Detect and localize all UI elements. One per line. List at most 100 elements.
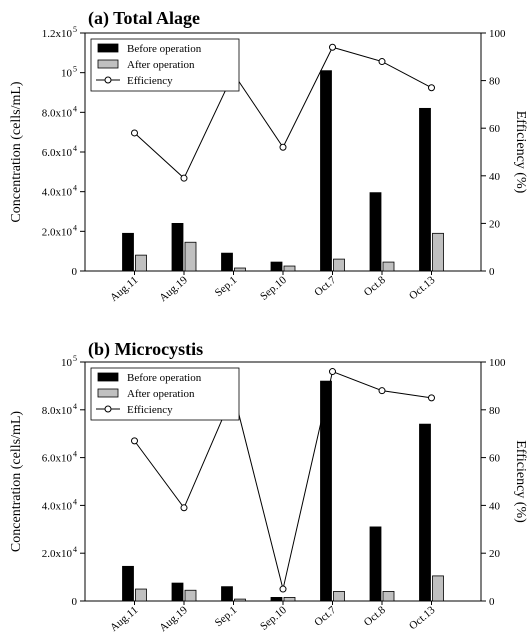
bar-after-operation [135,588,147,602]
x-tick-label: Aug.11 [108,604,140,634]
x-tick-label: Sep.10 [258,274,289,303]
y2-tick-label: 20 [489,548,501,560]
y-tick-label: 4.0x10 [42,500,73,512]
y2-axis-label: Efficiency (%) [513,440,528,523]
efficiency-point [378,58,386,66]
bar-after-operation [382,591,395,602]
bar-before-operation [171,582,184,602]
efficiency-point [180,174,188,182]
y2-tick-label: 20 [489,218,501,230]
efficiency-point [428,84,435,92]
efficiency-point [329,368,336,376]
legend-swatch [97,59,119,69]
chart-title: (b) Microcystis [88,339,203,360]
x-tick-label: Oct.8 [362,604,389,629]
x-tick-label: Sep.10 [258,604,289,633]
y-axis-label: Concentration (cells/mL) [9,81,24,222]
efficiency-point [131,437,138,445]
y-tick-exponent: 4 [73,450,77,459]
bar-after-operation [283,265,296,272]
x-tick-label: Aug.19 [157,274,190,305]
y-tick-exponent: 4 [73,104,77,113]
bar-before-operation [419,107,431,272]
bar-after-operation [135,254,147,272]
y-tick-exponent: 4 [73,223,77,232]
bar-after-operation [283,597,296,602]
efficiency-point [428,394,435,402]
y-tick-label: 6.0x10 [42,147,73,159]
legend-entry: After operation [127,388,195,400]
y-tick-label: 0 [72,596,78,608]
y-tick-exponent: 4 [73,184,77,193]
y2-tick-label: 0 [489,266,495,278]
efficiency-point [329,43,336,51]
legend-swatch [97,372,119,382]
legend-swatch [97,388,119,398]
bar-before-operation [122,565,134,602]
bar-before-operation [171,222,184,272]
y2-tick-label: 80 [489,76,501,88]
bar-before-operation [122,232,134,272]
x-tick-label: Aug.19 [157,604,190,634]
efficiency-point [180,504,188,512]
bar-after-operation [184,589,197,602]
x-tick-label: Oct.7 [312,274,339,299]
y2-tick-label: 0 [489,596,495,608]
y-tick-exponent: 4 [73,545,77,554]
bar-before-operation [221,252,233,272]
y2-tick-label: 40 [489,500,501,512]
bar-after-operation [333,258,345,272]
y-axis-label: Concentration (cells/mL) [9,411,24,552]
y-tick-label: 10 [61,357,73,369]
efficiency-point [279,143,287,151]
x-tick-label: Oct.13 [407,274,438,303]
y-tick-label: 8.0x10 [42,405,73,417]
y2-tick-label: 100 [489,28,506,40]
y-tick-label: 1.2x10 [42,28,73,40]
legend-swatch-marker [104,76,112,84]
y2-tick-label: 60 [489,123,501,135]
bar-before-operation [419,423,431,602]
y-tick-exponent: 5 [73,354,77,363]
y-tick-label: 4.0x10 [42,187,73,199]
y-tick-label: 6.0x10 [42,453,73,465]
y2-tick-label: 60 [489,453,501,465]
legend-swatch-marker [104,405,112,413]
y-tick-label: 2.0x10 [42,226,73,238]
efficiency-point [279,585,287,593]
legend-entry: Before operation [127,372,202,384]
efficiency-point [131,129,138,137]
y-tick-exponent: 4 [73,144,77,153]
bar-before-operation [369,526,382,602]
y-tick-label: 0 [72,266,78,278]
legend-entry: Efficiency [127,404,173,416]
bar-before-operation [369,192,382,272]
bar-after-operation [234,267,246,272]
y-tick-label: 8.0x10 [42,107,73,119]
y-tick-exponent: 5 [73,25,77,34]
legend-entry: After operation [127,59,195,71]
x-tick-label: Oct.13 [407,604,438,633]
y-tick-label: 10 [61,68,73,80]
y-tick-label: 2.0x10 [42,548,73,560]
y-tick-exponent: 4 [73,497,77,506]
y2-tick-label: 100 [489,357,506,369]
legend-swatch [97,43,119,53]
x-tick-label: Sep.1 [213,274,240,299]
bar-before-operation [270,261,283,272]
chart-title: (a) Total Alage [88,8,200,29]
y2-tick-label: 80 [489,405,501,417]
bar-before-operation [221,586,233,602]
x-tick-label: Sep.1 [213,604,240,629]
y2-tick-label: 40 [489,171,501,183]
bar-after-operation [432,232,444,272]
efficiency-point [378,387,386,395]
y-tick-exponent: 5 [73,65,77,74]
bar-after-operation [234,598,246,602]
bar-after-operation [432,575,444,602]
legend-entry: Efficiency [127,75,173,87]
